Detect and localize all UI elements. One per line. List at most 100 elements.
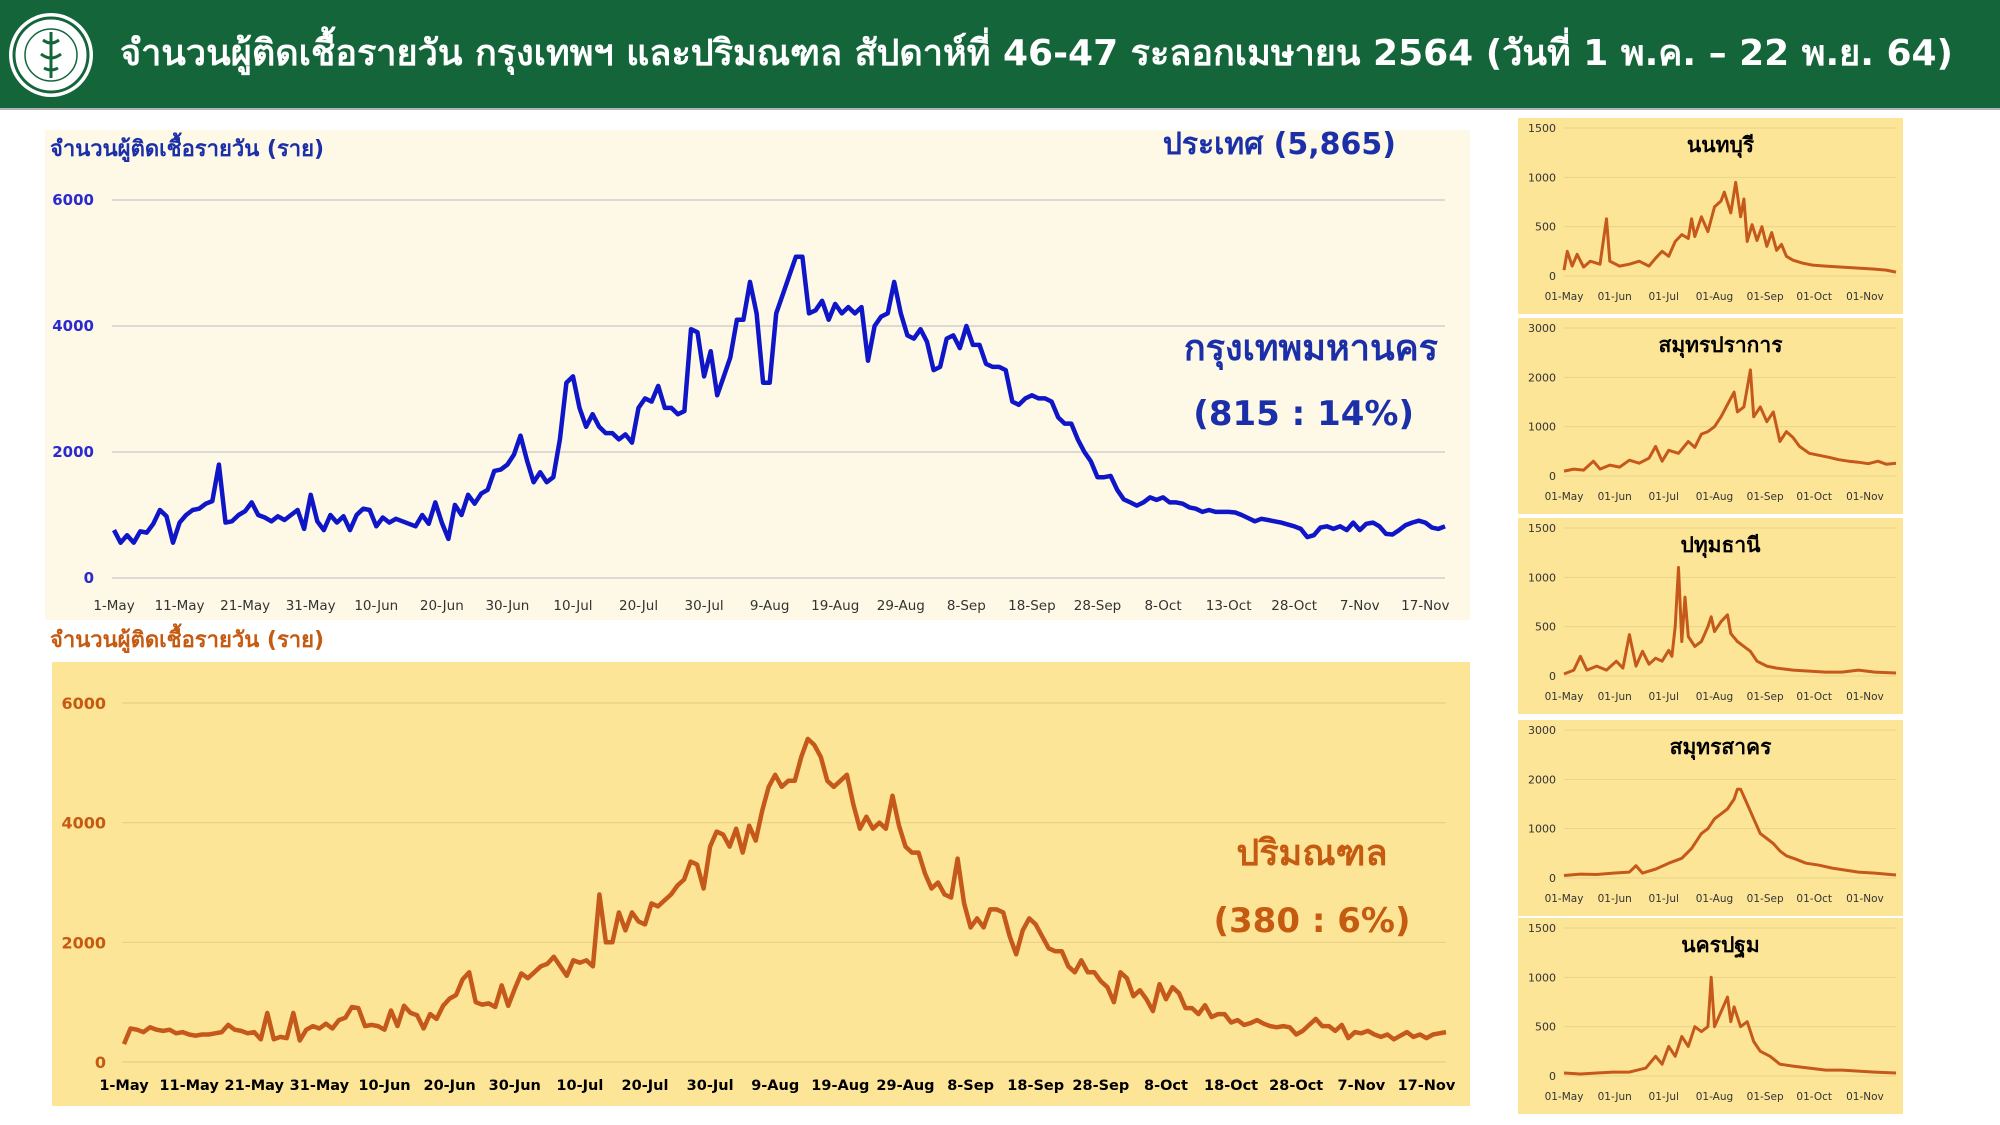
y-tick-label: 500: [1535, 1021, 1556, 1034]
y-tick-label: 1000: [1528, 823, 1556, 836]
x-tick-label: 1-May: [99, 1078, 149, 1094]
x-tick-label: 31-May: [290, 1078, 350, 1094]
plot-background: [52, 662, 1470, 1106]
x-tick-label: 01-May: [1545, 1091, 1584, 1103]
y-tick-label: 2000: [52, 443, 94, 461]
x-tick-label: 01-Jun: [1598, 893, 1632, 905]
region-value-label: (815 : 14%): [1193, 394, 1414, 434]
x-tick-label: 01-Nov: [1846, 491, 1884, 503]
y-tick-label: 2000: [61, 933, 106, 952]
x-tick-label: 01-Aug: [1696, 893, 1733, 905]
y-tick-label: 1500: [1528, 122, 1556, 135]
country-total-label: ประเทศ (5,865): [1163, 127, 1396, 162]
x-tick-label: 20-Jun: [423, 1078, 475, 1094]
x-tick-label: 20-Jul: [622, 1078, 669, 1094]
province-title: สมุทรปราการ: [1659, 333, 1784, 359]
x-tick-label: 01-Jun: [1598, 291, 1632, 303]
y-tick-label: 0: [1549, 270, 1556, 283]
x-tick-label: 30-Jul: [687, 1078, 734, 1094]
x-tick-label: 01-Sep: [1747, 691, 1784, 703]
x-tick-label: 01-Sep: [1747, 893, 1784, 905]
x-tick-label: 8-Oct: [1144, 598, 1181, 614]
x-tick-label: 01-Oct: [1796, 893, 1832, 905]
x-tick-label: 01-Sep: [1747, 1091, 1784, 1103]
y-tick-label: 1500: [1528, 522, 1556, 535]
y-tick-label: 500: [1535, 621, 1556, 634]
x-tick-label: 13-Oct: [1206, 598, 1252, 614]
x-tick-label: 10-Jun: [354, 598, 398, 614]
x-tick-label: 29-Aug: [877, 598, 925, 614]
y-tick-label: 1000: [1528, 421, 1556, 434]
x-tick-label: 01-Oct: [1796, 491, 1832, 503]
x-tick-label: 01-May: [1545, 291, 1584, 303]
x-tick-label: 11-May: [159, 1078, 219, 1094]
x-tick-label: 10-Jun: [358, 1078, 410, 1094]
y-tick-label: 0: [1549, 1070, 1556, 1083]
ministry-logo: [9, 13, 93, 97]
nonthaburi-chart: 0 500 1000 1500 01-May 01-Jun 01-Jul 01-Aug 01-S…: [1518, 118, 1903, 314]
bangkok-chart: 0 2000 4000 6000 1-May 11-May 21-May 31-May 10-J…: [45, 127, 1470, 620]
x-tick-label: 28-Sep: [1074, 598, 1122, 614]
region-value-label: (380 : 6%): [1213, 901, 1410, 941]
x-tick-label: 21-May: [220, 598, 270, 614]
province-series-line: [1563, 787, 1897, 877]
x-tick-label: 01-Jun: [1598, 491, 1632, 503]
x-tick-label: 31-May: [286, 598, 336, 614]
x-tick-label: 01-Jul: [1649, 291, 1679, 303]
plot-background: [1518, 318, 1903, 514]
y-tick-label: 2000: [1528, 371, 1556, 384]
x-tick-label: 28-Sep: [1072, 1078, 1129, 1094]
x-tick-label: 28-Oct: [1271, 598, 1317, 614]
x-tick-label: 10-Jul: [556, 1078, 603, 1094]
province-series-line: [1563, 975, 1897, 1076]
plot-background: [1518, 720, 1903, 916]
y-tick-label: 4000: [61, 814, 106, 833]
y-tick-label: 6000: [52, 191, 94, 209]
x-tick-label: 01-May: [1545, 893, 1584, 905]
x-tick-label: 01-Aug: [1696, 491, 1733, 503]
x-tick-label: 01-Oct: [1796, 1091, 1832, 1103]
region-label: ปริมณฑล: [1236, 833, 1387, 874]
plot-background: [1518, 918, 1903, 1114]
y-tick-label: 0: [1549, 670, 1556, 683]
x-tick-label: 1-May: [93, 598, 134, 614]
x-tick-label: 01-Aug: [1696, 291, 1733, 303]
province-title: นครปฐม: [1681, 933, 1759, 959]
y-axis-label: จำนวนผู้ติดเชื้อรายวัน (ราย): [50, 132, 324, 163]
x-tick-label: 17-Nov: [1401, 598, 1449, 614]
y-tick-label: 0: [95, 1053, 106, 1072]
x-tick-label: 8-Sep: [947, 1078, 994, 1094]
province-series-line: [1563, 566, 1897, 676]
x-tick-label: 01-Oct: [1796, 291, 1832, 303]
x-tick-label: 7-Nov: [1338, 1078, 1386, 1094]
x-tick-label: 29-Aug: [876, 1078, 934, 1094]
province-title: ปทุมธานี: [1681, 533, 1762, 559]
y-tick-label: 500: [1535, 221, 1556, 234]
x-tick-label: 01-May: [1545, 491, 1584, 503]
x-tick-label: 01-Jul: [1649, 491, 1679, 503]
x-tick-label: 18-Oct: [1204, 1078, 1258, 1094]
x-tick-label: 18-Sep: [1007, 1078, 1064, 1094]
x-tick-label: 19-Aug: [811, 1078, 869, 1094]
x-tick-label: 17-Nov: [1398, 1078, 1456, 1094]
x-tick-label: 30-Jun: [485, 598, 529, 614]
x-tick-label: 01-Aug: [1696, 691, 1733, 703]
x-tick-label: 18-Sep: [1008, 598, 1056, 614]
y-tick-label: 0: [1549, 872, 1556, 885]
province-title: นนทบุรี: [1687, 133, 1755, 159]
vicinity-chart: 0 2000 4000 6000 1-May 11-May 21-May 31-May 10-J…: [50, 623, 1470, 1106]
x-tick-label: 21-May: [225, 1078, 285, 1094]
x-tick-label: 01-Oct: [1796, 691, 1832, 703]
x-tick-label: 01-Nov: [1846, 893, 1884, 905]
province-series-line: [1563, 368, 1897, 473]
plot-background: [1518, 118, 1903, 314]
x-tick-label: 20-Jul: [619, 598, 658, 614]
x-tick-label: 11-May: [155, 598, 205, 614]
x-tick-label: 01-Jun: [1598, 691, 1632, 703]
x-tick-label: 30-Jul: [685, 598, 724, 614]
y-tick-label: 1000: [1528, 971, 1556, 984]
x-tick-label: 8-Oct: [1144, 1078, 1188, 1094]
y-tick-label: 3000: [1528, 724, 1556, 737]
plot-background: [45, 130, 1470, 620]
